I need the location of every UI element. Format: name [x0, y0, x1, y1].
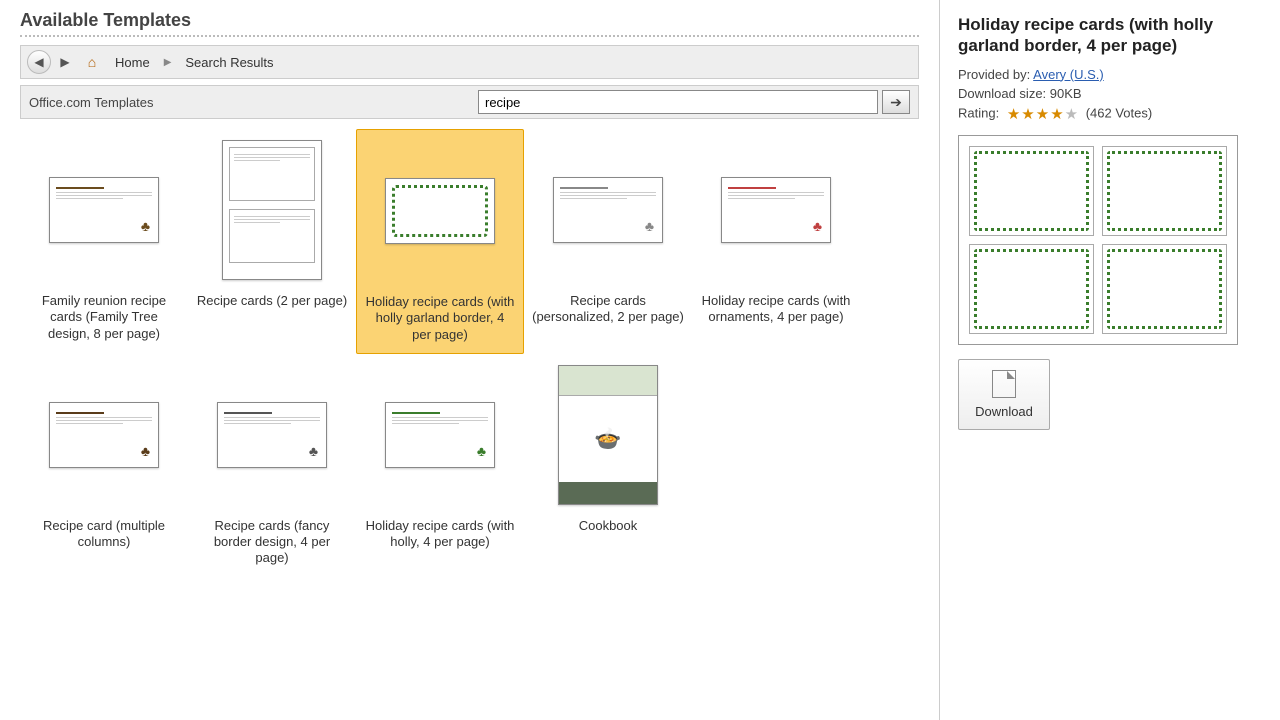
template-thumbnail: ♣ [29, 360, 179, 510]
star-icon: ★ [1036, 105, 1049, 123]
template-label: Holiday recipe cards (with holly garland… [361, 294, 519, 343]
breadcrumb-separator-icon: ▶ [164, 57, 172, 68]
template-item[interactable]: ♣ Holiday recipe cards (with ornaments, 4… [692, 129, 860, 354]
template-thumbnail [365, 136, 515, 286]
search-bar: Office.com Templates ➔ [20, 85, 919, 119]
preview-title: Holiday recipe cards (with holly garland… [958, 14, 1262, 57]
template-label: Holiday recipe cards (with holly, 4 per … [360, 518, 520, 551]
breadcrumb-search-results[interactable]: Search Results [181, 55, 277, 70]
star-icon: ★ [1065, 105, 1078, 123]
search-go-button[interactable]: ➔ [882, 90, 910, 114]
star-icon: ★ [1021, 105, 1034, 123]
home-icon: ⌂ [83, 54, 101, 70]
page-title: Available Templates [20, 10, 919, 37]
template-thumbnail: ♣ [533, 135, 683, 285]
template-label: Recipe card (multiple columns) [24, 518, 184, 551]
template-item[interactable]: ♣ Holiday recipe cards (with holly, 4 per… [356, 354, 524, 577]
templates-grid: ♣ Family reunion recipe cards (Family Tre… [20, 129, 919, 577]
provided-by-label: Provided by: [958, 67, 1030, 82]
star-icon: ★ [1007, 105, 1020, 123]
download-button[interactable]: Download [958, 359, 1050, 430]
download-size-label: Download size: [958, 86, 1046, 101]
template-thumbnail: ♣ [197, 360, 347, 510]
document-icon [992, 370, 1016, 398]
template-thumbnail [197, 135, 347, 285]
back-button[interactable]: ◀ [27, 50, 51, 74]
forward-button[interactable]: ▶ [57, 50, 73, 74]
template-item[interactable]: ♣ Family reunion recipe cards (Family Tre… [20, 129, 188, 354]
template-item[interactable]: 🍲 Cookbook [524, 354, 692, 577]
search-input[interactable] [478, 90, 878, 114]
search-source-label: Office.com Templates [29, 95, 154, 110]
template-thumbnail: 🍲 [533, 360, 683, 510]
template-label: Recipe cards (fancy border design, 4 per… [192, 518, 352, 567]
download-size-row: Download size: 90KB [958, 86, 1262, 101]
rating-label: Rating: [958, 105, 999, 120]
preview-panel: Holiday recipe cards (with holly garland… [940, 0, 1280, 720]
template-thumbnail: ♣ [365, 360, 515, 510]
download-size-value: 90KB [1050, 86, 1082, 101]
template-label: Recipe cards (personalized, 2 per page) [528, 293, 688, 326]
template-item[interactable]: Holiday recipe cards (with holly garland… [356, 129, 524, 354]
template-label: Recipe cards (2 per page) [192, 293, 352, 309]
rating-row: Rating: ★★★★★ (462 Votes) [958, 105, 1262, 123]
download-button-label: Download [965, 404, 1043, 419]
template-label: Cookbook [528, 518, 688, 534]
provided-by-row: Provided by: Avery (U.S.) [958, 67, 1262, 82]
template-label: Family reunion recipe cards (Family Tree… [24, 293, 184, 342]
star-icon: ★ [1050, 105, 1063, 123]
template-thumbnail: ♣ [701, 135, 851, 285]
rating-stars: ★★★★★ [1007, 105, 1078, 123]
provider-link[interactable]: Avery (U.S.) [1033, 67, 1104, 82]
breadcrumb-bar: ◀ ▶ ⌂ Home ▶ Search Results [20, 45, 919, 79]
rating-votes: (462 Votes) [1086, 105, 1153, 120]
templates-panel: Available Templates ◀ ▶ ⌂ Home ▶ Search … [0, 0, 940, 720]
breadcrumb-home[interactable]: Home [111, 55, 154, 70]
template-item[interactable]: Recipe cards (2 per page) [188, 129, 356, 354]
template-item[interactable]: ♣ Recipe cards (personalized, 2 per page) [524, 129, 692, 354]
template-preview-image [958, 135, 1238, 345]
template-label: Holiday recipe cards (with ornaments, 4 … [696, 293, 856, 326]
template-thumbnail: ♣ [29, 135, 179, 285]
template-item[interactable]: ♣ Recipe card (multiple columns) [20, 354, 188, 577]
template-item[interactable]: ♣ Recipe cards (fancy border design, 4 pe… [188, 354, 356, 577]
